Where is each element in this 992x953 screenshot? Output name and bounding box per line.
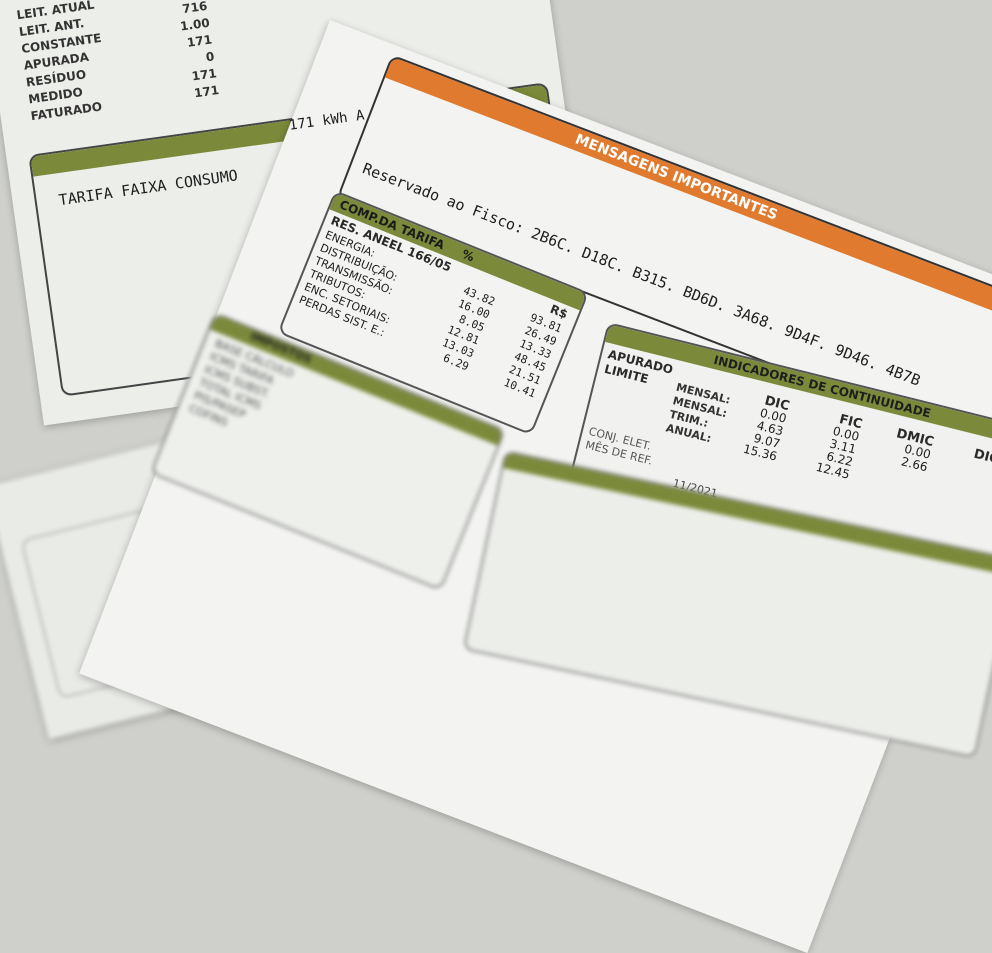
percent-col: % bbox=[459, 246, 477, 265]
dic-column: DIC 0.00 4.63 9.07 15.36 bbox=[742, 392, 791, 463]
messages-header: MENSAGENS IMPORTANTES bbox=[572, 131, 780, 224]
continuity-rows: MENSAL: MENSAL: TRIM.: ANUAL: bbox=[664, 381, 732, 449]
dic-column-2: DIC bbox=[972, 447, 992, 468]
meter-rows: LEIT. ATUAL887 LEIT. ANT.716 CONSTANTE1.… bbox=[16, 0, 221, 125]
meter-value: 171 bbox=[193, 82, 220, 101]
fic-column: FIC 0.00 3.11 6.22 12.45 bbox=[814, 410, 863, 482]
column-header: DIC bbox=[972, 446, 992, 468]
meter-value: 0 bbox=[205, 49, 216, 65]
tariff-label: TARIFA FAIXA CONSUMO bbox=[57, 166, 239, 210]
dmic-column: DMIC 0.00 2.66 bbox=[889, 426, 936, 474]
